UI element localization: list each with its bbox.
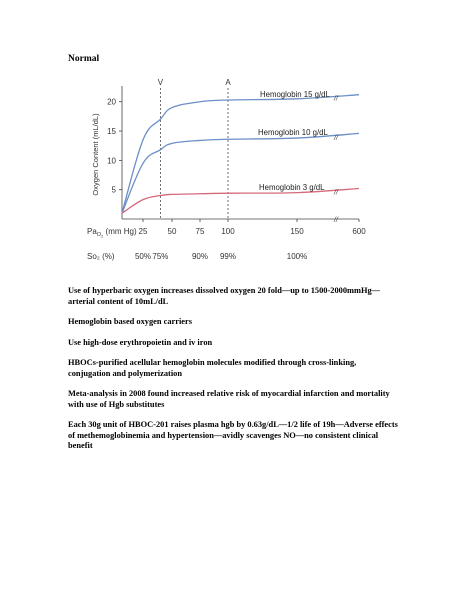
y-tick-label: 15 bbox=[107, 127, 116, 136]
note-erythropoietin: Use high-dose erythropoietin and iv iron bbox=[68, 337, 213, 347]
so2-value-label: 75% bbox=[152, 252, 168, 261]
so2-value-label: 90% bbox=[192, 252, 208, 261]
series-line-1 bbox=[121, 132, 360, 214]
axis-break-mark: // bbox=[333, 135, 339, 142]
note-hboc-title: Hemoglobin based oxygen carriers bbox=[68, 317, 192, 326]
marker-label-a: A bbox=[225, 78, 231, 87]
x-tick-label: 100 bbox=[221, 227, 235, 236]
note-hboc-definition: HBOCs-purified acellular hemoglobin mole… bbox=[68, 358, 357, 378]
x-axis-label: PaO2 (mm Hg) bbox=[87, 227, 137, 239]
x-tick-label: 150 bbox=[290, 227, 304, 236]
axis-break-mark: // bbox=[333, 217, 339, 224]
y-tick-label: 20 bbox=[107, 98, 116, 107]
page-heading: Normal bbox=[68, 54, 100, 64]
series-line-2 bbox=[121, 187, 360, 214]
axis-break-mark: // bbox=[333, 189, 339, 196]
y-axis-label: Oxygen Content (mL/dL) bbox=[91, 113, 100, 196]
so2-value-label: 100% bbox=[287, 252, 307, 261]
note-hyperbaric-oxygen: Use of hyperbaric oxygen increases disso… bbox=[68, 286, 381, 306]
note-meta-analysis: Meta-analysis in 2008 found increased re… bbox=[68, 389, 390, 409]
oxygen-content-chart: 5 10 15 20 Oxygen Content (mL/dL) 25 50 75 100 15… bbox=[87, 78, 366, 261]
so2-row-label: So₂ (%) bbox=[87, 252, 115, 261]
marker-label-v: V bbox=[158, 78, 164, 87]
x-tick-label: 600 bbox=[352, 227, 366, 236]
so2-value-label: 99% bbox=[220, 252, 236, 261]
so2-value-label: 50% bbox=[135, 252, 151, 261]
series-label-1: Hemoglobin 10 g/dL bbox=[258, 128, 328, 137]
notes-section: Use of hyperbaric oxygen increases disso… bbox=[68, 286, 398, 462]
axis-break-mark: // bbox=[333, 96, 339, 103]
series-line-0 bbox=[121, 94, 360, 214]
y-tick-label: 10 bbox=[107, 156, 116, 165]
note-hboc-201: Each 30g unit of HBOC-201 raises plasma … bbox=[68, 420, 398, 450]
y-tick-label: 5 bbox=[112, 186, 117, 195]
series-label-0: Hemoglobin 15 g/dL bbox=[260, 90, 330, 99]
series-label-2: Hemoglobin 3 g/dL bbox=[259, 183, 325, 192]
x-tick-label: 75 bbox=[196, 227, 205, 236]
x-tick-label: 50 bbox=[168, 227, 177, 236]
x-tick-label: 25 bbox=[139, 227, 148, 236]
